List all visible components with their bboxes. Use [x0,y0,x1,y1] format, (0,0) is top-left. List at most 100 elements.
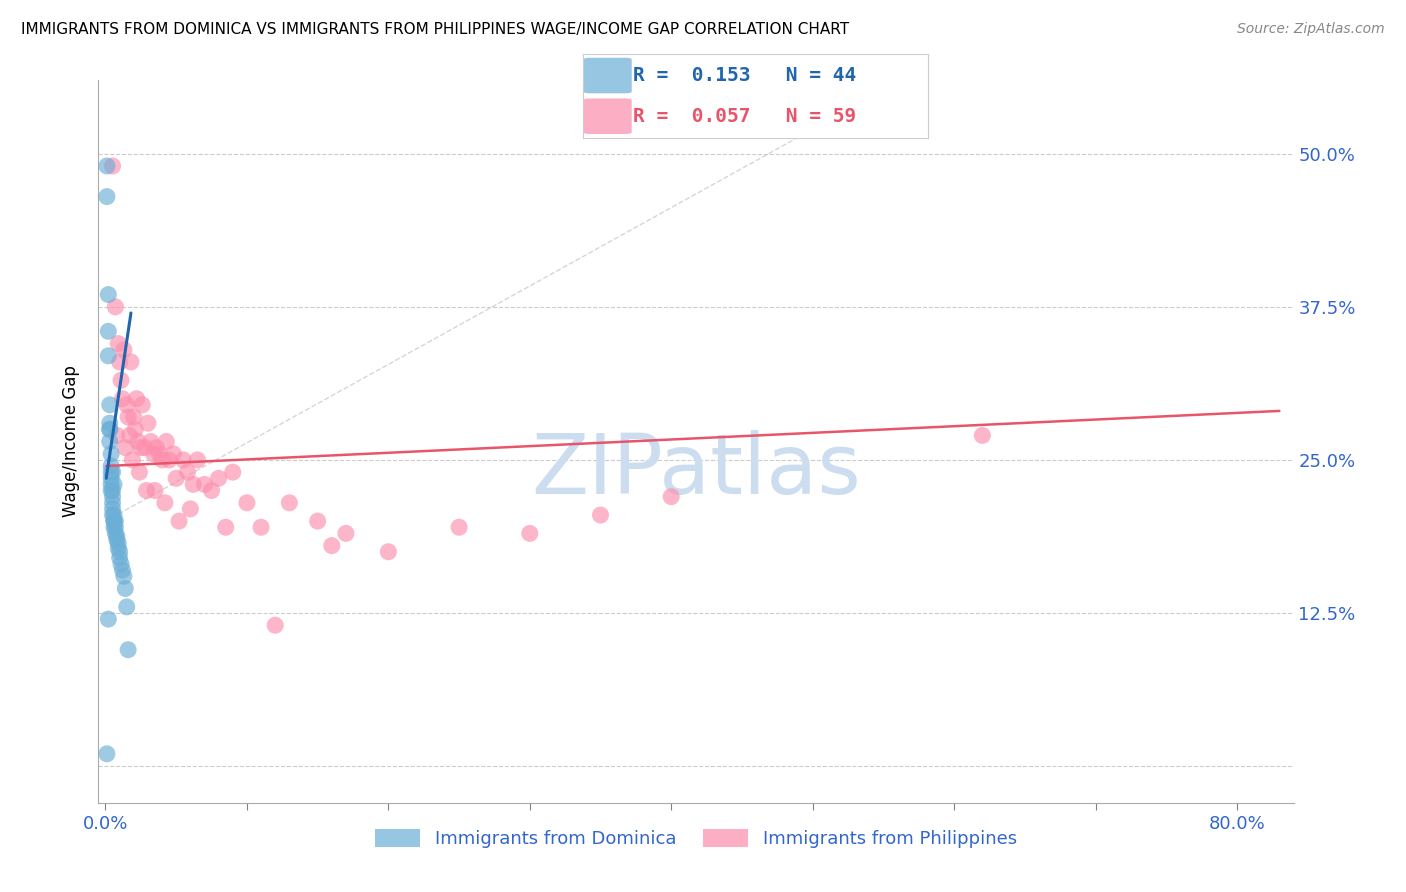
Point [167,514,190,528]
Point [108,545,131,559]
Point [176,465,198,479]
Point [100,465,122,479]
Point [107,336,129,351]
Point [101,502,124,516]
Point [97,287,120,301]
Point [179,502,201,516]
Point [96,747,118,761]
Point [659,490,682,504]
Point [114,441,136,455]
Point [100,471,122,485]
Point [145,441,167,455]
Text: IMMIGRANTS FROM DOMINICA VS IMMIGRANTS FROM PHILIPPINES WAGE/INCOME GAP CORRELAT: IMMIGRANTS FROM DOMINICA VS IMMIGRANTS F… [21,22,849,37]
Point [110,557,132,571]
Point [321,539,343,553]
Point [589,508,612,522]
Point [115,398,138,412]
Point [101,496,124,510]
Point [100,447,122,461]
Point [111,563,134,577]
Point [307,514,329,528]
Point [101,159,124,173]
Point [150,453,173,467]
Point [108,550,131,565]
Point [97,324,120,338]
Point [114,582,136,596]
Point [98,398,121,412]
Legend: Immigrants from Dominica, Immigrants from Philippines: Immigrants from Dominica, Immigrants fro… [368,822,1024,855]
Point [98,422,121,436]
Point [103,514,125,528]
Point [186,453,208,467]
Point [208,471,231,485]
Point [153,496,176,510]
Point [377,545,399,559]
Point [129,441,152,455]
Point [103,514,125,528]
Point [103,520,125,534]
Point [104,520,127,534]
Point [335,526,357,541]
Point [127,434,149,449]
Point [112,343,135,357]
Point [278,496,301,510]
Point [157,453,180,467]
Point [181,477,204,491]
Text: R =  0.153   N = 44: R = 0.153 N = 44 [634,66,856,85]
Point [110,373,132,387]
Point [107,541,129,555]
Point [103,477,125,491]
Point [193,477,215,491]
Point [117,642,139,657]
Point [215,520,238,534]
Point [125,392,148,406]
Point [222,465,245,479]
Point [98,416,121,430]
Point [97,612,120,626]
Point [139,434,162,449]
Point [111,392,134,406]
Point [101,508,124,522]
Point [519,526,541,541]
Point [104,526,127,541]
Point [98,434,121,449]
Point [155,434,177,449]
Point [100,483,122,498]
Point [142,447,165,461]
Point [264,618,287,632]
Point [98,422,121,436]
Point [134,441,156,455]
Text: ZIPatlas: ZIPatlas [531,430,860,511]
Point [117,410,139,425]
Point [112,569,135,583]
FancyBboxPatch shape [583,98,631,134]
Point [131,398,153,412]
Point [96,159,118,173]
Point [135,483,157,498]
Point [96,189,118,203]
Point [121,453,143,467]
Point [972,428,994,442]
Point [120,355,142,369]
Point [165,471,187,485]
Point [101,490,124,504]
Point [124,422,146,436]
Point [100,477,122,491]
Point [101,483,124,498]
Point [100,458,122,473]
Point [105,529,128,543]
Point [103,508,125,522]
Point [105,428,128,442]
Point [104,300,127,314]
Point [118,428,141,442]
Point [172,453,194,467]
Point [449,520,471,534]
Point [200,483,222,498]
Point [107,536,129,550]
Point [162,447,184,461]
Point [104,514,127,528]
Point [115,599,138,614]
Point [143,483,166,498]
FancyBboxPatch shape [583,58,631,94]
Point [101,465,124,479]
